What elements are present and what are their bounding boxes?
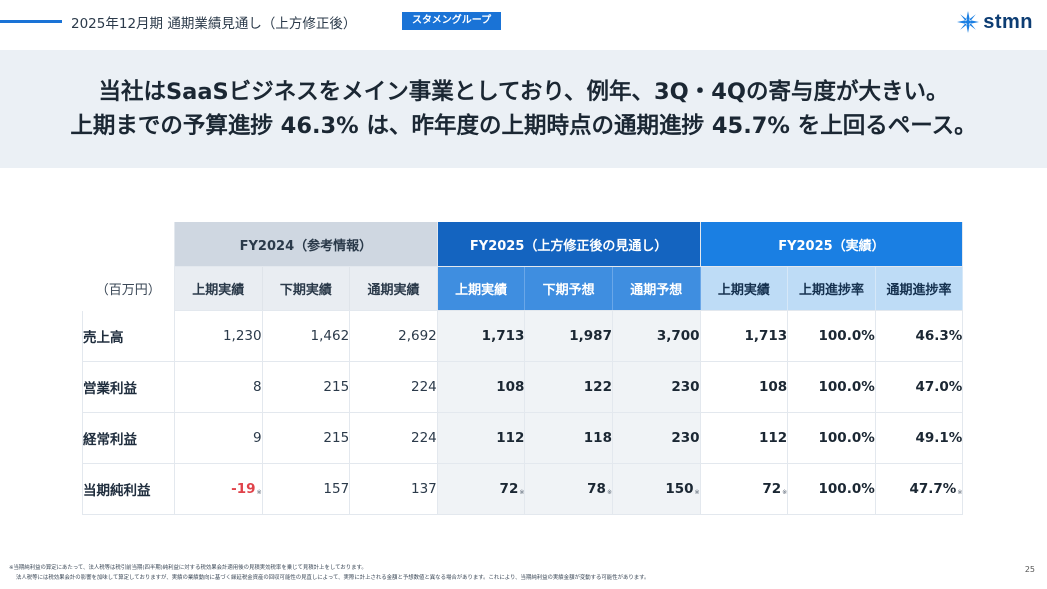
- note-mark: ※: [694, 489, 700, 496]
- company-logo: stmn: [957, 11, 1033, 33]
- table-cell: 72※: [437, 463, 526, 515]
- column-header: 通期進捗率: [875, 266, 964, 311]
- headline-banner: 当社はSaaSビジネスをメイン事業としており、例年、3Q・4Qの寄与度が大きい。…: [0, 50, 1047, 168]
- cell-value: 72: [499, 481, 519, 497]
- table-cell: 215: [262, 361, 351, 413]
- table-cell: 46.3%: [875, 310, 964, 362]
- negative-value: -19: [231, 481, 256, 497]
- table-cell: 230: [612, 412, 701, 464]
- table-cell: -19※: [174, 463, 263, 515]
- table-cell: 1,713: [437, 310, 526, 362]
- table-cell: 118: [524, 412, 613, 464]
- group-badge: スタメングループ: [402, 12, 502, 30]
- table-cell: 100.0%: [787, 412, 876, 464]
- group-header-fy2025-forecast: FY2025（上方修正後の見通し）: [437, 222, 701, 267]
- page-number: 25: [1024, 565, 1035, 574]
- table-cell: 112: [700, 412, 789, 464]
- table-cell: 1,230: [174, 310, 263, 362]
- note-mark: ※: [519, 489, 525, 496]
- table-cell: 224: [349, 361, 438, 413]
- note-mark: ※: [256, 489, 262, 496]
- table-corner: [82, 222, 175, 267]
- star-burst-icon: [957, 11, 980, 33]
- cell-value: 150: [665, 481, 694, 497]
- column-header: 下期実績: [262, 266, 351, 311]
- column-header: 通期予想: [612, 266, 701, 311]
- table-cell: 230: [612, 361, 701, 413]
- table-cell: 1,462: [262, 310, 351, 362]
- table-cell: 215: [262, 412, 351, 464]
- table-cell: 3,700: [612, 310, 701, 362]
- unit-label: （百万円）: [82, 266, 175, 311]
- table-cell: 8: [174, 361, 263, 413]
- table-column-header-row: （百万円） 上期実績 下期実績 通期実績 上期実績 下期予想 通期予想 上期実績…: [82, 266, 964, 311]
- note-mark: ※: [782, 489, 788, 496]
- table-cell: 108: [437, 361, 526, 413]
- table-cell: 100.0%: [787, 463, 876, 515]
- column-header: 上期実績: [700, 266, 789, 311]
- table-cell: 78※: [524, 463, 613, 515]
- footnote-1: ※当期純利益の算定にあたって、法人税等は税引前当期(四半期)純利益に対する税効果…: [9, 565, 367, 571]
- table-cell: 1,987: [524, 310, 613, 362]
- header-accent-line: [0, 20, 62, 23]
- table-cell: 2,692: [349, 310, 438, 362]
- group-header-fy2024: FY2024（参考情報）: [174, 222, 438, 267]
- table-cell: 112: [437, 412, 526, 464]
- table-cell: 157: [262, 463, 351, 515]
- note-mark: ※: [606, 489, 612, 496]
- table-row-ordinary-profit: 経常利益 9 215 224 112 118 230 112 100.0% 49…: [82, 412, 964, 464]
- table-cell: 72※: [700, 463, 789, 515]
- row-label: 経常利益: [82, 412, 175, 464]
- cell-value: 47.7%: [909, 481, 957, 497]
- row-label: 営業利益: [82, 361, 175, 413]
- table-cell: 122: [524, 361, 613, 413]
- table-row-net-income: 当期純利益 -19※ 157 137 72※ 78※ 150※ 72※ 100.…: [82, 463, 964, 515]
- table-cell: 108: [700, 361, 789, 413]
- headline-line-2: 上期までの予算進捗 46.3% は、昨年度の上期時点の通期進捗 45.7% を上…: [70, 113, 977, 139]
- note-mark: ※: [957, 489, 963, 496]
- column-header: 上期進捗率: [787, 266, 876, 311]
- table-cell: 47.0%: [875, 361, 964, 413]
- table-row-operating-profit: 営業利益 8 215 224 108 122 230 108 100.0% 47…: [82, 361, 964, 413]
- table-cell: 9: [174, 412, 263, 464]
- table-cell: 100.0%: [787, 361, 876, 413]
- table-group-header-row: FY2024（参考情報） FY2025（上方修正後の見通し） FY2025（実績…: [82, 222, 964, 267]
- group-header-fy2025-actual: FY2025（実績）: [700, 222, 964, 267]
- column-header: 下期予想: [524, 266, 613, 311]
- table-cell: 49.1%: [875, 412, 964, 464]
- page-title: 2025年12月期 通期業績見通し（上方修正後）: [71, 16, 357, 32]
- row-label: 売上高: [82, 310, 175, 362]
- cell-value: 78: [587, 481, 606, 497]
- headline-line-1: 当社はSaaSビジネスをメイン事業としており、例年、3Q・4Qの寄与度が大きい。: [98, 79, 949, 105]
- row-label: 当期純利益: [82, 463, 175, 515]
- financial-forecast-table: FY2024（参考情報） FY2025（上方修正後の見通し） FY2025（実績…: [82, 222, 964, 515]
- table-cell: 137: [349, 463, 438, 515]
- column-header: 上期実績: [174, 266, 263, 311]
- table-cell: 150※: [612, 463, 701, 515]
- table-row-revenue: 売上高 1,230 1,462 2,692 1,713 1,987 3,700 …: [82, 310, 964, 362]
- column-header: 通期実績: [349, 266, 438, 311]
- cell-value: 72: [762, 481, 782, 497]
- column-header: 上期実績: [437, 266, 526, 311]
- logo-text: stmn: [983, 11, 1033, 33]
- footnote-2: 法人税等には税効果会計の影響を加味して算定しておりますが、実績の業績動向に基づく…: [16, 575, 650, 581]
- table-cell: 47.7%※: [875, 463, 964, 515]
- table-cell: 1,713: [700, 310, 789, 362]
- table-cell: 224: [349, 412, 438, 464]
- table-cell: 100.0%: [787, 310, 876, 362]
